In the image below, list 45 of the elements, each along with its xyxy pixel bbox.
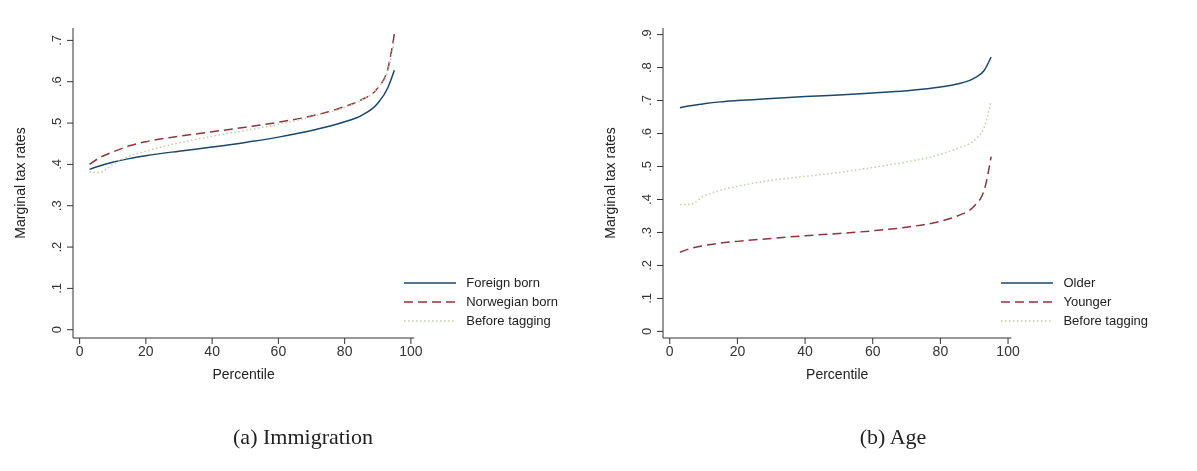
y-tick-label: .5 (639, 161, 654, 172)
y-tick-label: .1 (639, 293, 654, 304)
y-tick-label: .2 (639, 260, 654, 271)
x-axis-title: Percentile (212, 366, 275, 382)
legend-label: Norwegian born (466, 294, 558, 309)
x-tick-label: 60 (270, 342, 287, 359)
line-series (679, 56, 992, 109)
x-tick-label: 100 (996, 342, 1020, 359)
y-tick-label: .7 (639, 95, 654, 106)
x-tick-label: 40 (797, 342, 814, 359)
legend-label: Foreign born (466, 275, 540, 290)
line-series (679, 155, 992, 254)
legend-label: Before tagging (466, 313, 551, 328)
y-tick-label: 0 (49, 326, 64, 334)
x-tick-label: 20 (138, 342, 154, 359)
legend-label: Older (1063, 275, 1096, 290)
y-tick-label: .3 (639, 227, 654, 238)
x-tick-label: 20 (729, 342, 746, 359)
y-tick-label: .2 (49, 241, 64, 253)
line-series (88, 69, 396, 171)
y-tick-label: .9 (639, 29, 654, 41)
y-tick-label: .4 (639, 194, 654, 205)
x-tick-label: 40 (204, 342, 221, 359)
y-tick-label: .7 (49, 34, 64, 46)
x-tick-label: 60 (864, 342, 881, 359)
x-tick-label: 80 (932, 342, 949, 359)
y-tick-label: 0 (639, 327, 654, 336)
y-tick-label: .5 (49, 117, 64, 129)
x-tick-label: 100 (399, 342, 423, 359)
y-tick-label: .4 (49, 158, 64, 170)
x-tick-label: 0 (665, 342, 674, 359)
y-tick-label: .1 (49, 282, 64, 294)
x-tick-label: 80 (336, 342, 353, 359)
legend-label: Before tagging (1063, 313, 1148, 328)
y-axis-title: Marginal tax rates (601, 127, 618, 239)
y-axis-title: Marginal tax rates (11, 127, 28, 239)
text: (b) Age (858, 424, 928, 450)
x-tick-label: 0 (75, 342, 84, 359)
y-tick-label: .6 (639, 128, 654, 139)
text: (a) Immigration (232, 424, 374, 450)
y-tick-label: .3 (49, 200, 64, 212)
legend-label: Younger (1063, 294, 1112, 309)
y-tick-label: .8 (639, 62, 654, 73)
y-tick-label: .6 (49, 76, 64, 88)
x-axis-title: Percentile (806, 366, 869, 382)
